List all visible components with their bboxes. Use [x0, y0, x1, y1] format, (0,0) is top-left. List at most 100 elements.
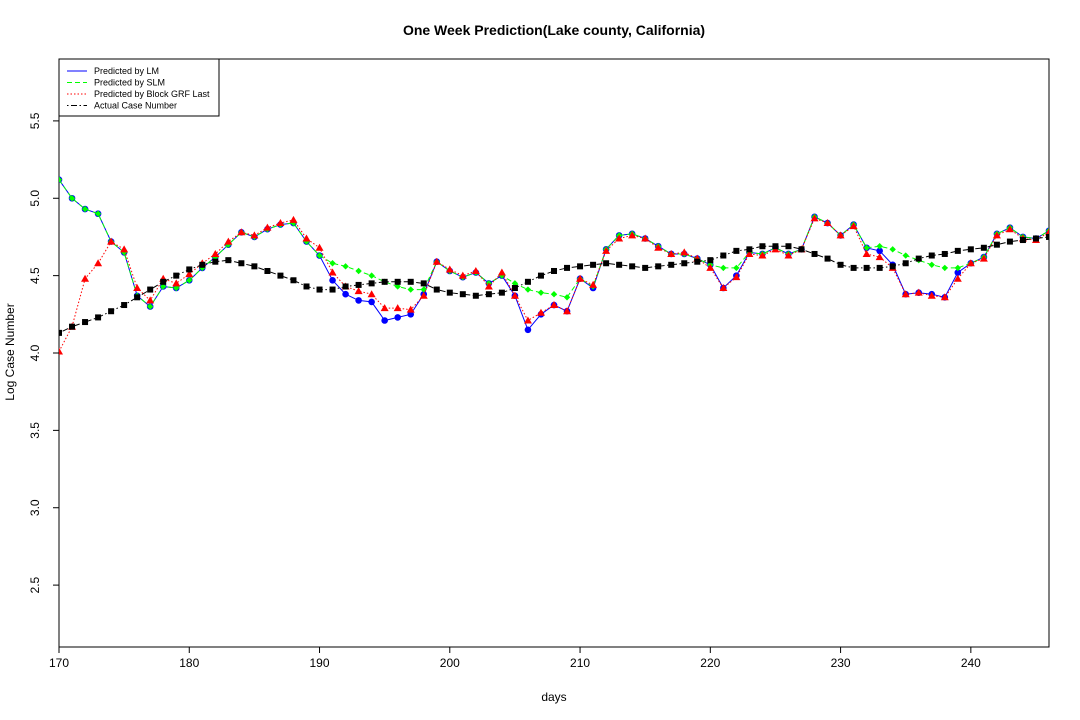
data-point: [173, 284, 180, 292]
data-point: [889, 263, 896, 270]
y-tick-label: 2.5: [28, 576, 42, 593]
data-point: [1032, 235, 1039, 242]
data-point: [694, 258, 701, 265]
data-point: [394, 314, 401, 321]
data-point: [720, 252, 727, 259]
data-point: [238, 260, 245, 267]
data-point: [446, 289, 453, 296]
data-point: [329, 276, 336, 284]
data-point: [954, 269, 962, 276]
y-tick-label: 3.0: [28, 499, 42, 516]
data-point: [1019, 237, 1026, 244]
data-point: [668, 261, 675, 268]
data-point: [823, 219, 832, 227]
data-point: [940, 293, 949, 301]
data-point: [484, 282, 493, 290]
data-point: [733, 247, 740, 254]
data-point: [121, 302, 128, 309]
data-point: [160, 283, 167, 290]
legend-label: Predicted by Block GRF Last: [94, 89, 210, 99]
data-point: [849, 222, 858, 230]
data-point: [563, 294, 571, 301]
data-point: [902, 260, 909, 267]
data-point: [368, 272, 375, 279]
data-point: [355, 267, 362, 275]
data-point: [524, 278, 531, 285]
data-point: [185, 270, 194, 278]
data-point: [289, 215, 298, 223]
data-point: [212, 258, 219, 265]
data-point: [642, 264, 649, 271]
data-point: [328, 268, 337, 276]
data-point: [1005, 225, 1014, 233]
data-point: [720, 264, 727, 272]
data-point: [380, 304, 389, 312]
data-point: [433, 286, 440, 293]
data-point: [68, 195, 76, 202]
data-point: [303, 238, 310, 245]
data-point: [876, 247, 883, 255]
data-point: [928, 252, 935, 259]
data-point: [316, 252, 323, 259]
data-point: [785, 243, 792, 250]
data-point: [603, 260, 610, 267]
data-point: [277, 272, 284, 279]
data-point: [133, 284, 142, 292]
data-point: [810, 214, 819, 222]
data-point: [394, 283, 401, 290]
data-point: [719, 284, 728, 292]
data-point: [445, 265, 454, 273]
data-point: [276, 219, 285, 227]
data-point: [537, 272, 544, 279]
data-point: [980, 244, 987, 251]
data-point: [536, 308, 545, 316]
data-point: [511, 285, 518, 292]
data-point: [199, 261, 206, 268]
data-point: [146, 296, 155, 304]
data-point: [264, 267, 271, 274]
y-tick-label: 5.5: [28, 112, 42, 129]
data-point: [954, 264, 962, 272]
data-point: [186, 277, 193, 284]
data-point: [967, 246, 974, 253]
data-point: [654, 243, 663, 251]
data-point: [876, 243, 883, 250]
data-point: [342, 290, 349, 298]
data-point: [211, 249, 220, 257]
data-point: [342, 263, 349, 270]
data-point: [915, 255, 922, 262]
data-point: [641, 234, 650, 242]
data-point: [393, 304, 402, 312]
legend-box: [58, 58, 220, 117]
data-point: [108, 308, 115, 315]
data-point: [497, 268, 506, 276]
data-point: [329, 286, 336, 293]
series-3: [59, 233, 1049, 336]
data-point: [979, 254, 988, 262]
data-point: [1046, 233, 1049, 240]
y-axis-label: Log Case Number: [3, 303, 17, 400]
data-point: [355, 281, 362, 288]
x-tick-label: 240: [961, 656, 981, 670]
y-tick-label: 3.5: [28, 422, 42, 439]
data-point: [928, 261, 935, 268]
data-point: [342, 283, 349, 290]
data-point: [680, 248, 689, 256]
data-point: [862, 249, 871, 257]
data-point: [510, 291, 519, 299]
data-point: [329, 260, 336, 267]
data-point: [420, 280, 427, 287]
data-point: [69, 323, 76, 330]
series-line: [59, 179, 1049, 308]
series-line: [59, 217, 1049, 352]
series-1: [59, 176, 1049, 310]
data-point: [901, 290, 910, 298]
data-point: [655, 263, 662, 270]
axes-layer: 170 180 190 200 210 220 230 240 2.5 3.0 3.5 4.0 4.5 5…: [28, 112, 981, 670]
data-point: [784, 251, 793, 259]
legend-label: Predicted by LM: [94, 66, 159, 76]
data-point: [407, 278, 414, 285]
data-point: [667, 249, 676, 257]
data-point: [237, 228, 246, 236]
